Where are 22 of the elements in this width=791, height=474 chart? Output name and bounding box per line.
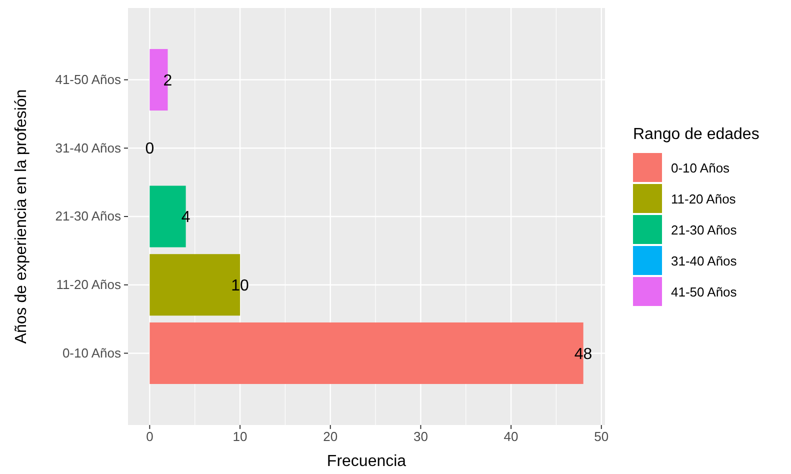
x-axis-title: Frecuencia [326,453,406,470]
y-axis-title: Años de experiencia en la profesión [13,89,30,344]
data-label: 0 [145,140,154,158]
legend-label: 21-30 Años [671,222,738,238]
x-tick-label: 50 [594,429,609,444]
x-tick-label: 20 [323,429,338,444]
x-tick-label: 0 [146,429,154,444]
x-tick-label: 10 [232,429,248,444]
legend-title: Rango de edades [633,126,760,143]
data-label: 48 [574,346,592,363]
legend-label: 31-40 Años [671,254,738,269]
legend-label: 41-50 Años [671,284,738,300]
y-tick-label: 0-10 Años [62,345,122,360]
x-tick-label: 40 [504,429,518,444]
legend-label: 0-10 Años [671,160,730,176]
y-tick-label: 41-50 Años [55,72,122,87]
y-tick-label: 21-30 Años [55,208,122,224]
y-tick-label: 11-20 Años [56,277,122,292]
x-tick-label: 30 [413,429,428,444]
data-label: 2 [163,72,172,90]
legend-label: 11-20 Años [671,192,736,207]
y-tick-label: 31-40 Años [55,140,122,156]
